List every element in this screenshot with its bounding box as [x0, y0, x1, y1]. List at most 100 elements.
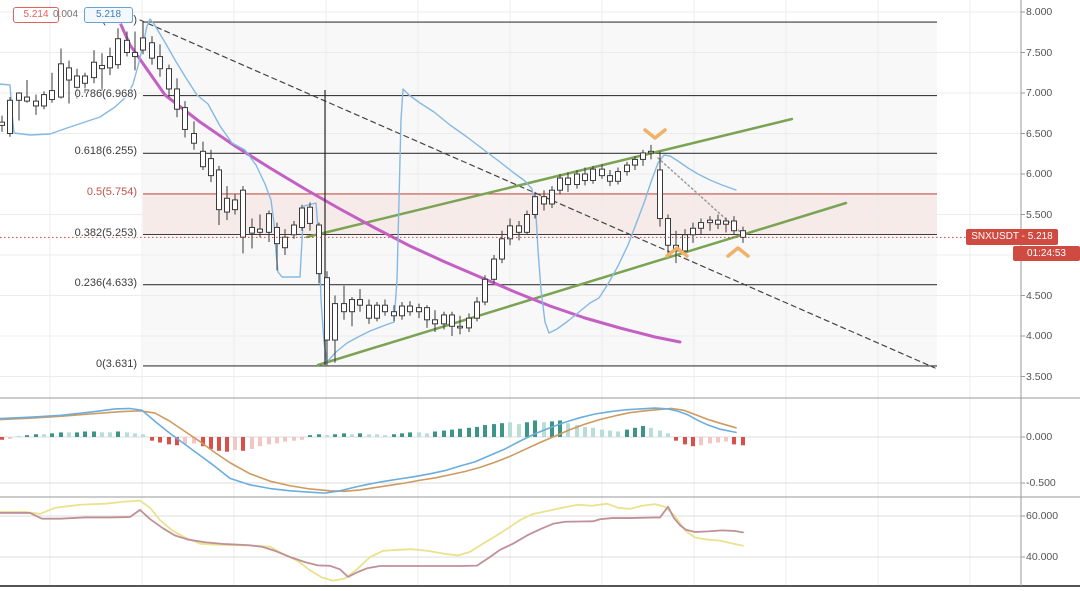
macd-histogram-bar [192, 437, 196, 444]
macd-histogram-bar [367, 434, 371, 437]
candle [524, 214, 530, 233]
candle [574, 173, 580, 186]
macd-line [0, 407, 737, 494]
candle [240, 189, 246, 238]
macd-histogram-bar [0, 437, 4, 440]
macd-histogram-bar [167, 437, 171, 445]
candle [357, 299, 363, 306]
macd-histogram-bar [300, 437, 304, 440]
macd-histogram-bar [108, 432, 112, 437]
up-chevron-icon [665, 246, 689, 258]
macd-histogram-bar [674, 437, 678, 441]
descending-dashed-trendline[interactable] [139, 19, 936, 369]
candle [565, 177, 571, 186]
macd-histogram-bar [641, 425, 645, 437]
candle [324, 277, 330, 341]
macd-panel [0, 407, 745, 494]
fib-level-label: 0.618(6.255) [74, 145, 137, 158]
macd-histogram-bar [708, 437, 712, 444]
candle [91, 61, 97, 79]
macd-histogram-bar [183, 437, 187, 445]
candle [731, 220, 737, 232]
macd-histogram-bar [42, 434, 46, 437]
macd-histogram-bar [558, 420, 562, 437]
macd-histogram-bar [400, 433, 404, 437]
candle [341, 303, 347, 313]
channel-upper-line[interactable] [305, 117, 794, 239]
macd-histogram-bar [492, 424, 496, 437]
macd-histogram-bar [25, 435, 29, 437]
symbol-price-badge[interactable]: SNXUSDT - 5.218 [966, 229, 1058, 245]
macd-histogram-bar [608, 430, 612, 437]
candle [516, 225, 522, 233]
macd-histogram-bar [525, 422, 529, 437]
macd-histogram-bar [83, 431, 87, 437]
candle [74, 75, 80, 88]
stochastic-panel [0, 499, 744, 582]
macd-axis-label: -0.500 [1026, 477, 1056, 489]
candle [107, 56, 113, 69]
channel-lower-line[interactable] [316, 201, 848, 367]
candle [499, 238, 505, 260]
candle [615, 171, 621, 182]
macd-histogram-bar [325, 435, 329, 437]
candle [599, 168, 605, 177]
macd-histogram-bar [333, 434, 337, 437]
macd-histogram-bar [600, 429, 604, 437]
candle [648, 150, 654, 154]
candle [166, 68, 172, 90]
macd-histogram-bar [17, 436, 21, 438]
macd-histogram-bar [150, 437, 154, 441]
macd-histogram-bar [475, 426, 479, 437]
candle [307, 206, 313, 224]
axis-ticks [1021, 11, 1025, 558]
candle [33, 100, 39, 107]
candle [82, 75, 88, 84]
fib-level-label: 0(3.631) [96, 357, 137, 370]
macd-histogram-bar [699, 437, 703, 446]
price-axis-label: 6.000 [1026, 168, 1053, 180]
candle [274, 226, 280, 245]
fib-level-label: 0.382(5.253) [74, 226, 137, 239]
candle [407, 305, 413, 313]
macd-histogram-bar [8, 437, 12, 439]
candle [466, 317, 472, 329]
stoch-mauve-line [0, 505, 744, 578]
candle [582, 173, 588, 181]
macd-histogram-bar [225, 437, 229, 452]
signal-markers [643, 128, 750, 258]
candle [482, 278, 488, 303]
macd-histogram-bar [417, 432, 421, 437]
stoch-axis-label: 60.000 [1026, 510, 1059, 522]
macd-histogram-bar [724, 437, 728, 442]
candle [124, 39, 130, 53]
candle [366, 304, 372, 319]
candle [224, 197, 230, 213]
candle [200, 150, 206, 168]
candle [557, 177, 563, 191]
candle [41, 94, 47, 107]
macd-histogram-bar [483, 425, 487, 437]
macd-histogram-bar [442, 430, 446, 437]
macd-signal-line [0, 407, 737, 493]
macd-histogram-bar [241, 437, 245, 451]
candle [715, 219, 721, 225]
candle [507, 225, 513, 240]
candle [590, 168, 596, 181]
candle [682, 234, 688, 252]
candle [399, 305, 405, 317]
macd-histogram-bar [342, 433, 346, 437]
candle [66, 67, 72, 81]
candle [257, 228, 263, 233]
macd-histogram-bar [283, 437, 287, 442]
candle [740, 230, 746, 238]
stoch-axis-label: 40.000 [1026, 551, 1059, 563]
candle [690, 227, 696, 236]
candle [232, 199, 238, 211]
macd-histogram-bar [158, 437, 162, 443]
macd-histogram-bar [308, 435, 312, 437]
macd-histogram-bar [141, 434, 145, 437]
macd-histogram-bar [533, 420, 537, 437]
